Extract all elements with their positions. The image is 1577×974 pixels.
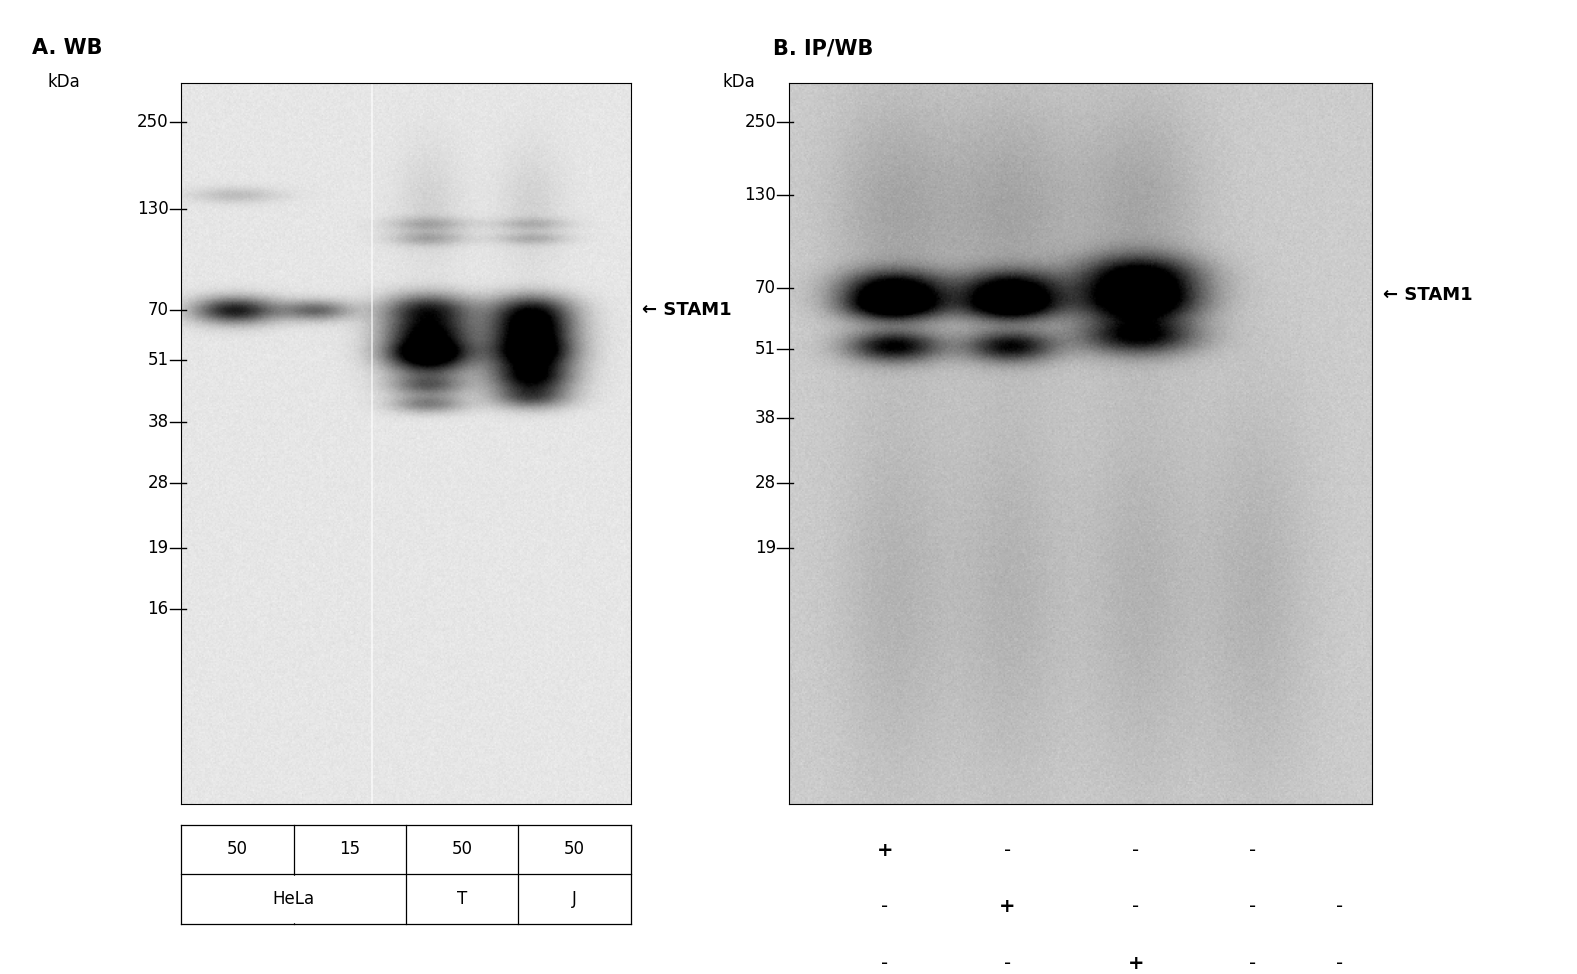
Text: 130: 130 [137, 200, 169, 218]
Text: kDa: kDa [722, 73, 755, 91]
Text: 19: 19 [148, 539, 169, 557]
Text: 28: 28 [755, 473, 776, 492]
Text: +: + [877, 841, 893, 860]
Text: -: - [1003, 841, 1011, 860]
Text: 50: 50 [565, 841, 585, 858]
Text: 28: 28 [148, 473, 169, 492]
Text: -: - [1249, 954, 1255, 973]
Text: 19: 19 [755, 539, 776, 557]
Text: -: - [1132, 841, 1139, 860]
Text: 130: 130 [744, 185, 776, 204]
Text: 15: 15 [339, 841, 361, 858]
Text: -: - [1132, 897, 1139, 917]
Text: 38: 38 [755, 409, 776, 427]
Text: ← STAM1: ← STAM1 [1383, 286, 1473, 305]
Text: -: - [1336, 897, 1344, 917]
Text: B. IP/WB: B. IP/WB [773, 38, 874, 58]
Text: 51: 51 [755, 341, 776, 358]
Text: HeLa: HeLa [273, 890, 315, 908]
Text: -: - [1249, 897, 1255, 917]
Text: 38: 38 [148, 413, 169, 431]
Text: -: - [1003, 954, 1011, 973]
Text: 50: 50 [227, 841, 248, 858]
Text: 50: 50 [451, 841, 473, 858]
Text: -: - [1336, 954, 1344, 973]
Text: 250: 250 [744, 113, 776, 131]
Text: -: - [882, 897, 888, 917]
Text: 70: 70 [148, 301, 169, 318]
Text: 70: 70 [755, 280, 776, 297]
Text: +: + [1128, 954, 1143, 973]
Text: -: - [882, 954, 888, 973]
Text: ← STAM1: ← STAM1 [642, 301, 732, 318]
Text: T: T [457, 890, 467, 908]
Text: 250: 250 [137, 113, 169, 131]
Text: 51: 51 [148, 352, 169, 369]
Text: +: + [1000, 897, 1016, 917]
Text: 16: 16 [148, 600, 169, 618]
Text: J: J [572, 890, 577, 908]
Text: kDa: kDa [47, 73, 80, 91]
Text: A. WB: A. WB [32, 38, 103, 58]
Text: -: - [1249, 841, 1255, 860]
